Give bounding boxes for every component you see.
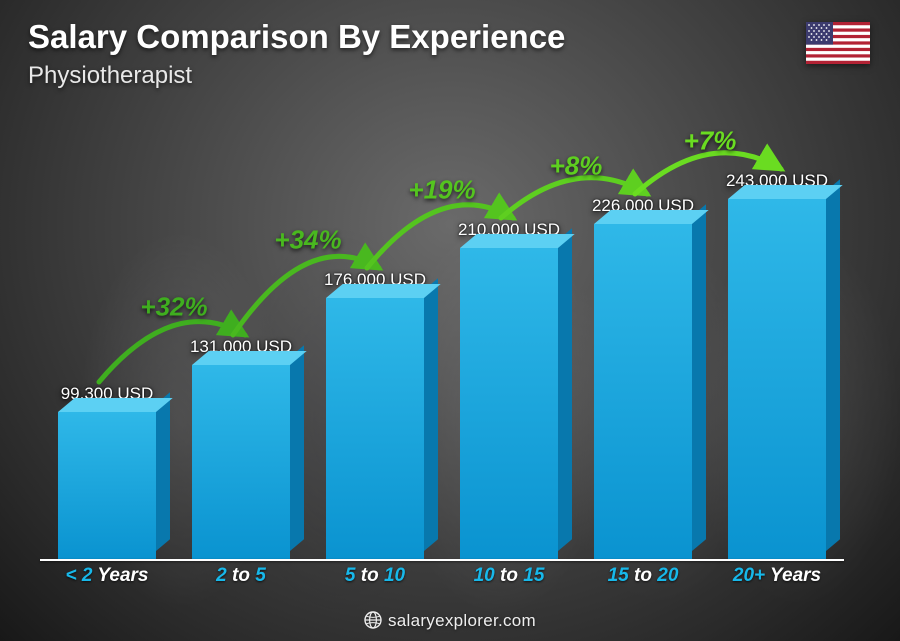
x-axis-label: 2 to 5 [174,565,308,593]
page-subtitle: Physiotherapist [28,62,872,90]
country-flag-us [806,22,870,64]
bar [728,199,826,559]
x-axis-label: 20+ Years [710,565,844,593]
bar-slot: 210,000 USD [442,220,576,559]
bar-slot: 226,000 USD [576,196,710,559]
header: Salary Comparison By Experience Physioth… [28,18,872,90]
bar-slot: 131,000 USD [174,337,308,559]
bar [460,248,558,559]
x-axis-label: 10 to 15 [442,565,576,593]
x-axis-label: < 2 Years [40,565,174,593]
page-title: Salary Comparison By Experience [28,18,872,56]
bar [58,412,156,559]
salary-bar-chart: 99,300 USD131,000 USD176,000 USD210,000 … [40,110,844,593]
footer-brand: salaryexplorer.com [0,611,900,631]
bar [594,224,692,559]
bar-slot: 243,000 USD [710,171,844,559]
chart-baseline [40,559,844,561]
bar-slot: 99,300 USD [40,384,174,559]
footer-brand-text: salaryexplorer.com [388,611,536,630]
bar [326,298,424,559]
bar-slot: 176,000 USD [308,270,442,559]
x-axis-label: 5 to 10 [308,565,442,593]
bar [192,365,290,559]
x-axis-label: 15 to 20 [576,565,710,593]
globe-icon [364,611,382,629]
